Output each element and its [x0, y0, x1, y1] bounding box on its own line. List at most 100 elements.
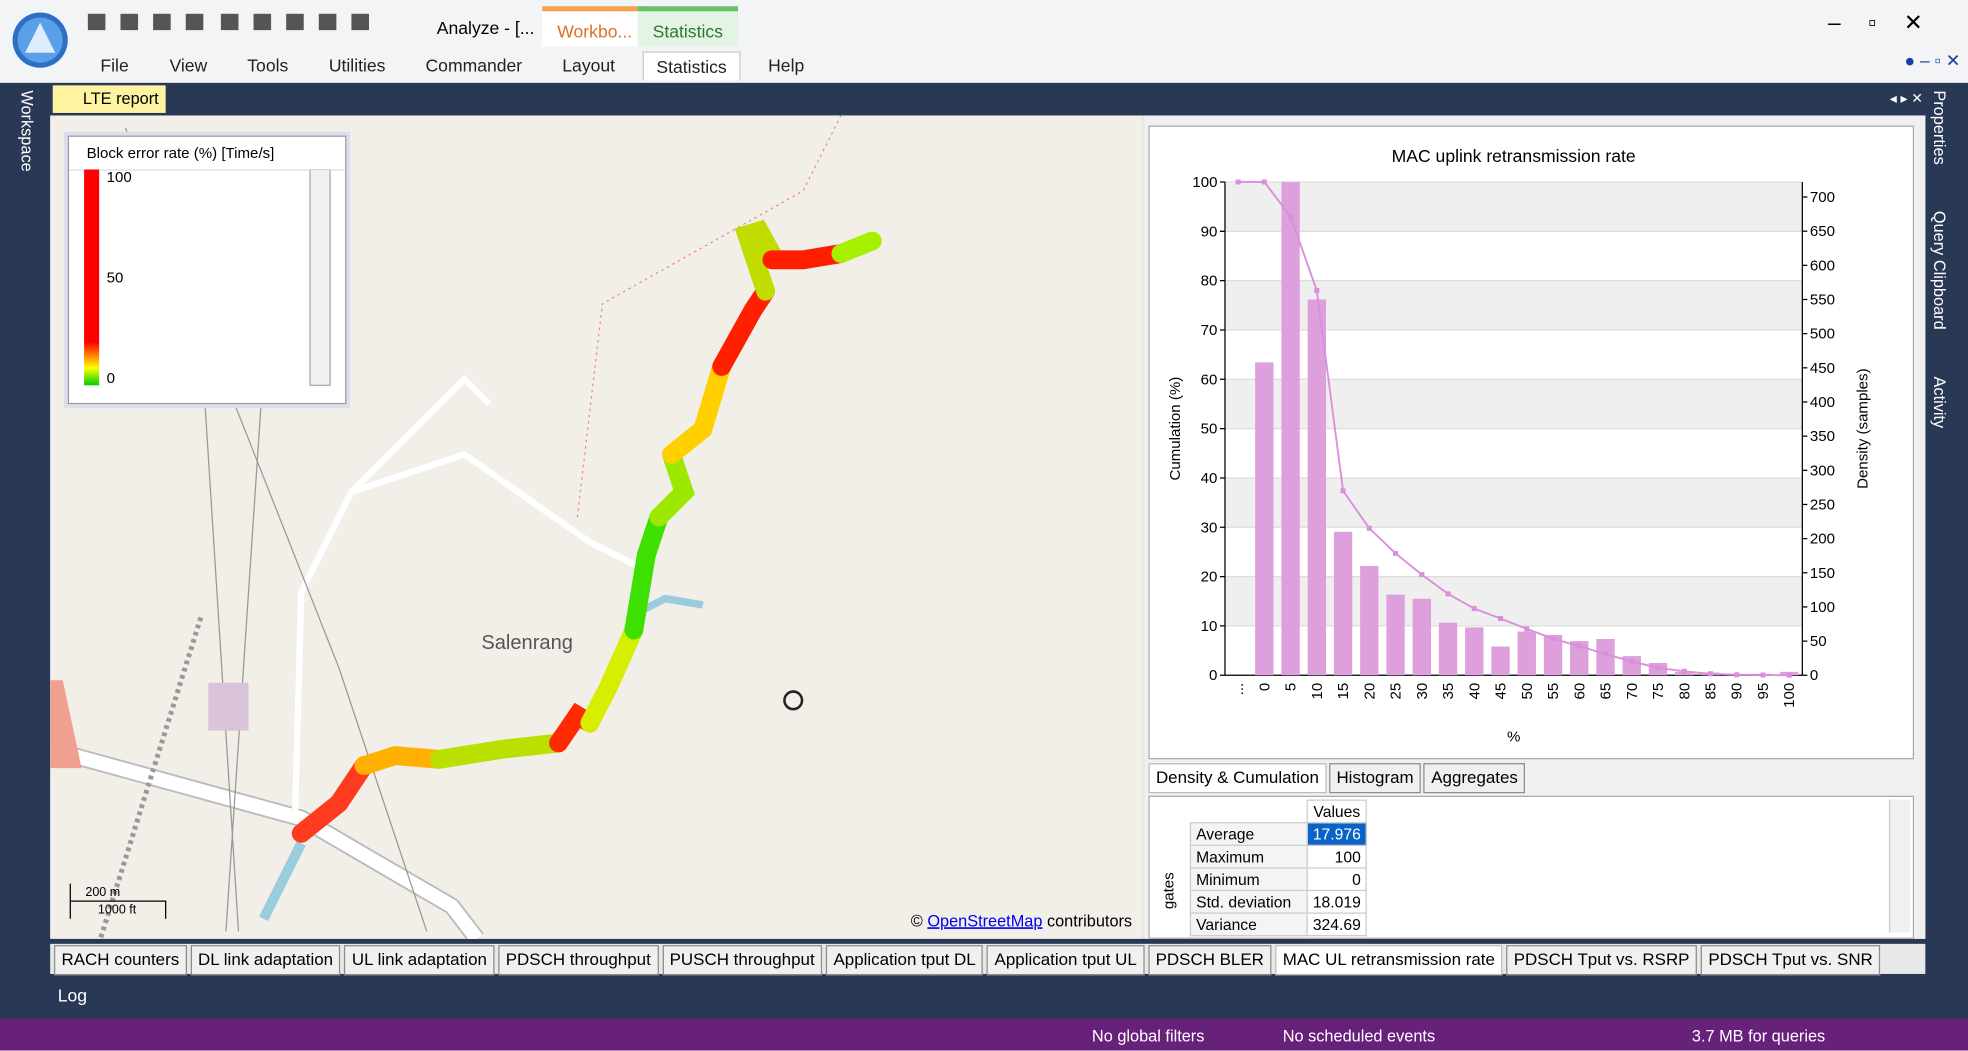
view-tab[interactable]: Histogram	[1329, 763, 1421, 793]
x-tick-label: 85	[1702, 683, 1719, 700]
x-tick-label: 75	[1650, 683, 1667, 700]
x-tick-label: 65	[1598, 683, 1615, 700]
row-label: Maximum	[1190, 845, 1307, 868]
log-tab[interactable]: Log	[58, 985, 87, 1005]
point	[1577, 644, 1582, 649]
menu-item[interactable]: Tools	[235, 51, 301, 79]
bar	[1255, 362, 1273, 675]
pane-controls[interactable]: ◂ ▸ ✕	[1890, 90, 1923, 106]
ribbon-tab[interactable]: Workbo...	[542, 6, 647, 46]
y-tick-label: 30	[1201, 519, 1218, 536]
y2-tick-label: 650	[1810, 223, 1835, 240]
side-panel-tab[interactable]: Workspace	[18, 90, 37, 171]
doc-controls[interactable]: ● – ▫ ✕	[1904, 50, 1960, 71]
legend-tick-label: 0	[107, 370, 115, 387]
window-controls[interactable]: –▫✕	[1828, 10, 1950, 36]
place-label: Salenrang	[481, 632, 573, 654]
point	[1446, 591, 1451, 596]
point	[1551, 636, 1556, 641]
report-tab[interactable]: DL link adaptation	[191, 945, 341, 975]
menu-item[interactable]: Commander	[413, 51, 535, 79]
menu-item[interactable]: Utilities	[316, 51, 398, 79]
menu-item[interactable]: Layout	[550, 51, 628, 79]
y2-tick-label: 500	[1810, 326, 1835, 343]
point	[1367, 526, 1372, 531]
report-tab[interactable]: PDSCH Tput vs. RSRP	[1506, 945, 1697, 975]
view-tab[interactable]: Aggregates	[1424, 763, 1526, 793]
y2-tick-label: 600	[1810, 257, 1835, 274]
bar	[1439, 623, 1457, 676]
row-label: Average	[1190, 823, 1307, 846]
x-tick-label: 95	[1755, 683, 1772, 700]
y2-tick-label: 200	[1810, 531, 1835, 548]
y-tick-label: 50	[1201, 421, 1218, 438]
point	[1708, 671, 1713, 676]
quick-access-title[interactable]: Analyze - [...	[437, 18, 535, 38]
x-tick-label: 30	[1414, 683, 1431, 700]
row-label: Std. deviation	[1190, 890, 1307, 913]
view-tabs: Density & CumulationHistogramAggregates	[1148, 763, 1528, 793]
side-panel-tab[interactable]: Properties	[1930, 90, 1949, 164]
legend-tick-label: 50	[107, 269, 124, 286]
point	[1629, 659, 1634, 664]
menu-item[interactable]: Statistics	[643, 51, 741, 80]
x-tick-label: 20	[1361, 683, 1378, 700]
point	[1236, 179, 1241, 184]
x-tick-label: 50	[1519, 683, 1536, 700]
page: Analyze - [... Workbo...Statistics FileV…	[0, 0, 1968, 1051]
report-tab[interactable]: Application tput UL	[987, 945, 1144, 975]
point	[1603, 652, 1608, 657]
report-tab[interactable]: Application tput DL	[826, 945, 983, 975]
report-tab[interactable]: PDSCH throughput	[498, 945, 658, 975]
row-value: 17.976	[1307, 823, 1366, 846]
x-tick-label: 55	[1545, 683, 1562, 700]
x-tick-label: 60	[1571, 683, 1588, 700]
x-tick-label: 90	[1729, 683, 1746, 700]
side-panel-tab[interactable]: Activity	[1930, 377, 1949, 429]
point	[1419, 572, 1424, 577]
attribution-suffix: contributors	[1047, 912, 1132, 930]
y2-tick-label: 150	[1810, 565, 1835, 582]
report-tab[interactable]: PDSCH BLER	[1148, 945, 1271, 975]
bar	[1413, 599, 1431, 676]
report-tab[interactable]: PUSCH throughput	[662, 945, 822, 975]
row-value: 100	[1307, 845, 1366, 868]
report-tab[interactable]: UL link adaptation	[344, 945, 494, 975]
ribbon-tab[interactable]: Statistics	[638, 6, 738, 46]
legend-tick-label: 100	[107, 169, 132, 186]
quick-access-icons	[83, 10, 409, 35]
scrollbar[interactable]	[1889, 799, 1910, 932]
point	[1655, 665, 1660, 670]
report-tab[interactable]: PDSCH Tput vs. SNR	[1701, 945, 1881, 975]
point	[1288, 214, 1293, 219]
document-tab[interactable]: LTE report	[53, 85, 167, 113]
document-tab-label[interactable]: LTE report	[83, 89, 159, 108]
y-tick-label: 60	[1201, 371, 1218, 388]
scale-imperial: 1000 ft	[98, 903, 137, 917]
report-tab[interactable]: MAC UL retransmission rate	[1275, 945, 1502, 975]
y2-tick-label: 350	[1810, 428, 1835, 445]
report-tab[interactable]: RACH counters	[54, 945, 187, 975]
y-tick-label: 40	[1201, 470, 1218, 487]
row-value: 0	[1307, 868, 1366, 891]
y2-tick-label: 250	[1810, 496, 1835, 513]
x-tick-label: 40	[1466, 683, 1483, 700]
chart: MAC uplink retransmission rate0102030405…	[1148, 126, 1914, 760]
menu-item[interactable]: View	[157, 51, 220, 79]
attribution-link[interactable]: OpenStreetMap	[927, 912, 1042, 930]
bar	[1596, 639, 1614, 675]
bar	[1281, 182, 1299, 675]
x-tick-label: ...	[1230, 683, 1247, 696]
menu-item[interactable]: Help	[756, 51, 817, 79]
menu-item[interactable]: File	[88, 51, 141, 79]
side-panel-tab[interactable]: Query Clipboard	[1930, 211, 1949, 330]
row-value: 324.69	[1307, 913, 1366, 936]
x-tick-label: 10	[1309, 683, 1326, 700]
bar	[1308, 299, 1326, 675]
point	[1734, 672, 1739, 677]
view-tab[interactable]: Density & Cumulation	[1148, 763, 1326, 793]
legend-title: Block error rate (%) [Time/s]	[69, 137, 345, 171]
grid-band	[1225, 182, 1802, 231]
